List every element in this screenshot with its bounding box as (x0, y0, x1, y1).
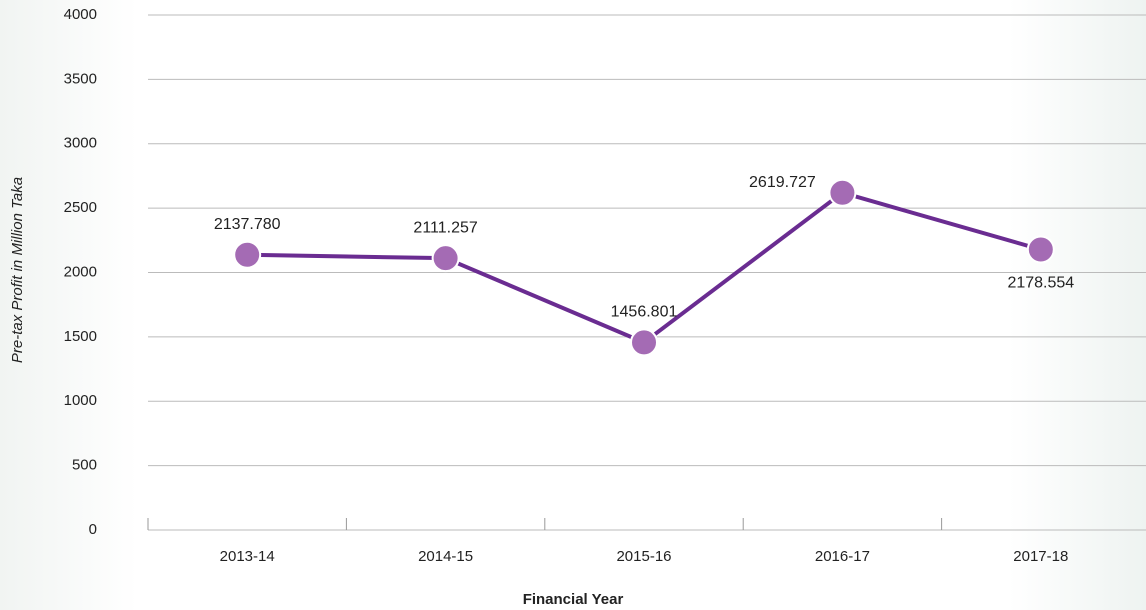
y-tick-label: 4000 (64, 6, 97, 23)
y-tick-label: 3000 (64, 135, 97, 152)
y-axis-title: Pre-tax Profit in Million Taka (9, 177, 26, 363)
y-tick-label: 2500 (64, 199, 97, 216)
y-tick-label: 2000 (64, 263, 97, 280)
x-axis-title: Financial Year (523, 591, 624, 608)
y-tick-label: 3500 (64, 70, 97, 87)
x-tick-label: 2014-15 (418, 548, 473, 565)
marker (630, 328, 659, 357)
marker (828, 178, 857, 207)
marker (431, 244, 460, 273)
data-label: 2111.257 (413, 219, 477, 236)
x-tick-label: 2016-17 (815, 548, 870, 565)
data-label: 2619.727 (749, 174, 816, 191)
data-label: 2178.554 (1007, 275, 1074, 292)
marker (233, 240, 262, 269)
marker (1026, 235, 1055, 264)
y-tick-label: 1500 (64, 328, 97, 345)
data-label: 2137.780 (214, 216, 281, 233)
y-tick-label: 500 (72, 457, 97, 474)
y-tick-label: 1000 (64, 392, 97, 409)
y-tick-label: 0 (89, 521, 97, 538)
x-tick-label: 2017-18 (1013, 548, 1068, 565)
x-tick-label: 2013-14 (220, 548, 275, 565)
x-tick-label: 2015-16 (616, 548, 671, 565)
data-label: 1456.801 (611, 304, 678, 321)
